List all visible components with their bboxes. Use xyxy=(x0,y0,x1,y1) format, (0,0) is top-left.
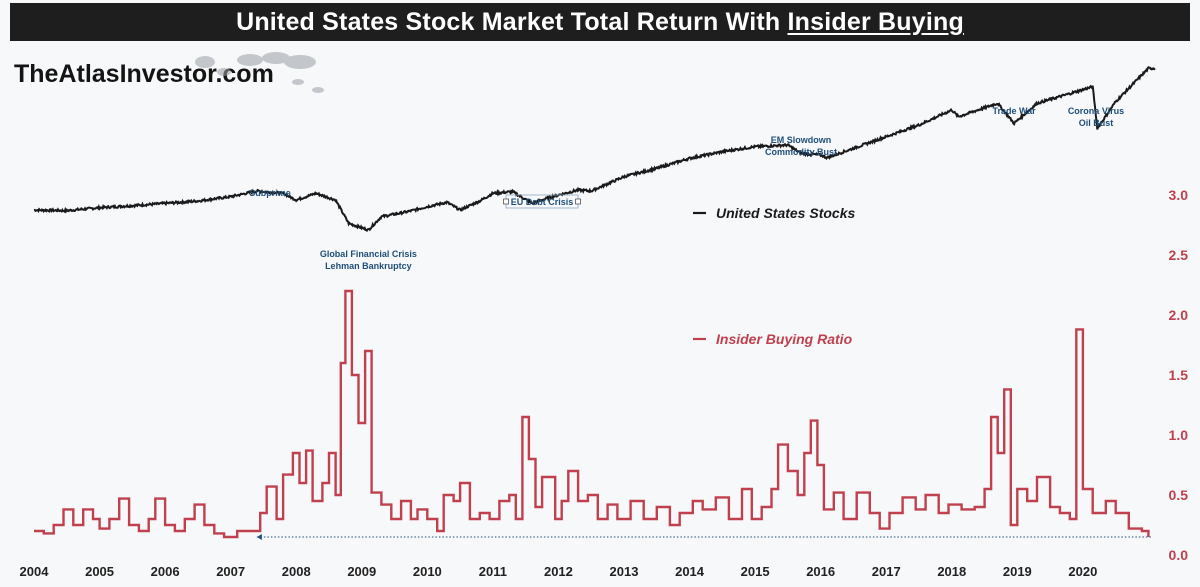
x-tick-label: 2007 xyxy=(216,564,245,579)
reference-line-arrow xyxy=(256,534,262,540)
annotation-label: Oil Bust xyxy=(1079,118,1114,128)
x-tick-label: 2016 xyxy=(806,564,835,579)
y-tick-label: 0.5 xyxy=(1169,487,1189,503)
legend-label: Insider Buying Ratio xyxy=(716,331,853,347)
annotation-label: Lehman Bankruptcy xyxy=(325,261,412,271)
y-tick-label: 1.0 xyxy=(1169,427,1189,443)
y-tick-label: 2.5 xyxy=(1169,247,1189,263)
series-line-united-states-stocks xyxy=(33,66,1156,233)
legend-label: United States Stocks xyxy=(716,205,855,221)
x-tick-label: 2014 xyxy=(675,564,705,579)
annotation-label: Corona Virus xyxy=(1068,106,1124,116)
page-title: United States Stock Market Total Return … xyxy=(10,3,1190,41)
annotation-box-handle xyxy=(575,198,581,205)
title-underlined: Insider Buying xyxy=(787,8,964,36)
x-tick-label: 2020 xyxy=(1068,564,1097,579)
y-tick-label: 0.0 xyxy=(1169,547,1189,563)
series-line-insider-buying-ratio xyxy=(34,289,1150,539)
x-tick-label: 2012 xyxy=(544,564,573,579)
annotation-label: EM Slowdown xyxy=(771,135,832,145)
brand-name: TheAtlasInvestor.com xyxy=(14,60,274,88)
annotation-label: EU Debt Crisis xyxy=(511,197,574,207)
x-tick-label: 2013 xyxy=(610,564,639,579)
y-tick-label: 2.0 xyxy=(1169,307,1189,323)
x-tick-label: 2008 xyxy=(282,564,311,579)
y-tick-label: 3.0 xyxy=(1169,187,1189,203)
title-prefix: United States Stock Market Total Return … xyxy=(236,8,788,36)
x-tick-label: 2018 xyxy=(937,564,966,579)
x-tick-label: 2004 xyxy=(20,564,50,579)
x-tick-label: 2010 xyxy=(413,564,442,579)
annotation-box-handle xyxy=(503,198,509,205)
y-tick-label: 1.5 xyxy=(1169,367,1189,383)
annotation-label: Commodity Bust xyxy=(765,147,837,157)
x-tick-label: 2006 xyxy=(151,564,180,579)
x-tick-label: 2011 xyxy=(479,564,507,579)
x-tick-label: 2019 xyxy=(1003,564,1032,579)
world-map-icon xyxy=(195,52,324,93)
annotation-label: Global Financial Crisis xyxy=(320,249,417,259)
x-tick-label: 2015 xyxy=(741,564,770,579)
annotation-label: Trade War xyxy=(992,106,1036,116)
x-tick-label: 2017 xyxy=(872,564,901,579)
annotation-label: Subprime xyxy=(249,188,291,198)
x-tick-label: 2009 xyxy=(347,564,376,579)
x-tick-label: 2005 xyxy=(85,564,114,579)
